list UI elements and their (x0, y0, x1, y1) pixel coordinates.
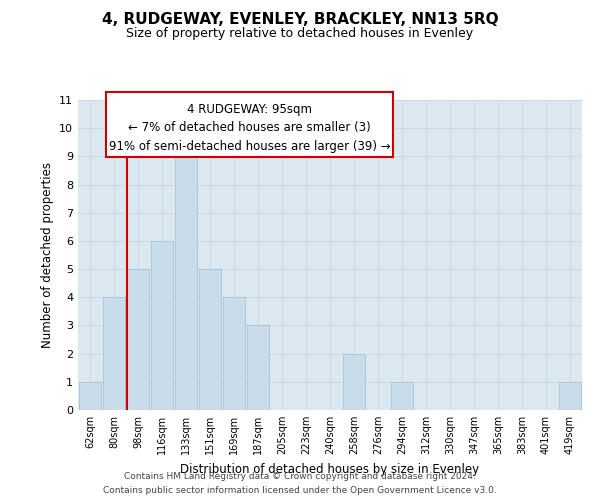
Text: Contains public sector information licensed under the Open Government Licence v3: Contains public sector information licen… (103, 486, 497, 495)
Bar (103, 298, 125, 410)
Y-axis label: Number of detached properties: Number of detached properties (41, 162, 53, 348)
Bar (391, 382, 413, 410)
Bar (175, 156, 197, 410)
Text: 4 RUDGEWAY: 95sqm: 4 RUDGEWAY: 95sqm (187, 103, 312, 116)
Text: Contains HM Land Registry data © Crown copyright and database right 2024.: Contains HM Land Registry data © Crown c… (124, 472, 476, 481)
Text: Size of property relative to detached houses in Evenley: Size of property relative to detached ho… (127, 28, 473, 40)
Text: ← 7% of detached houses are smaller (3): ← 7% of detached houses are smaller (3) (128, 122, 371, 134)
FancyBboxPatch shape (106, 92, 393, 158)
Bar (343, 354, 365, 410)
X-axis label: Distribution of detached houses by size in Evenley: Distribution of detached houses by size … (181, 462, 479, 475)
Text: 4, RUDGEWAY, EVENLEY, BRACKLEY, NN13 5RQ: 4, RUDGEWAY, EVENLEY, BRACKLEY, NN13 5RQ (101, 12, 499, 28)
Bar (559, 382, 581, 410)
Bar (247, 326, 269, 410)
Bar (151, 241, 173, 410)
Bar (127, 269, 149, 410)
Bar (223, 298, 245, 410)
Bar (79, 382, 101, 410)
Text: 91% of semi-detached houses are larger (39) →: 91% of semi-detached houses are larger (… (109, 140, 390, 153)
Bar (199, 269, 221, 410)
